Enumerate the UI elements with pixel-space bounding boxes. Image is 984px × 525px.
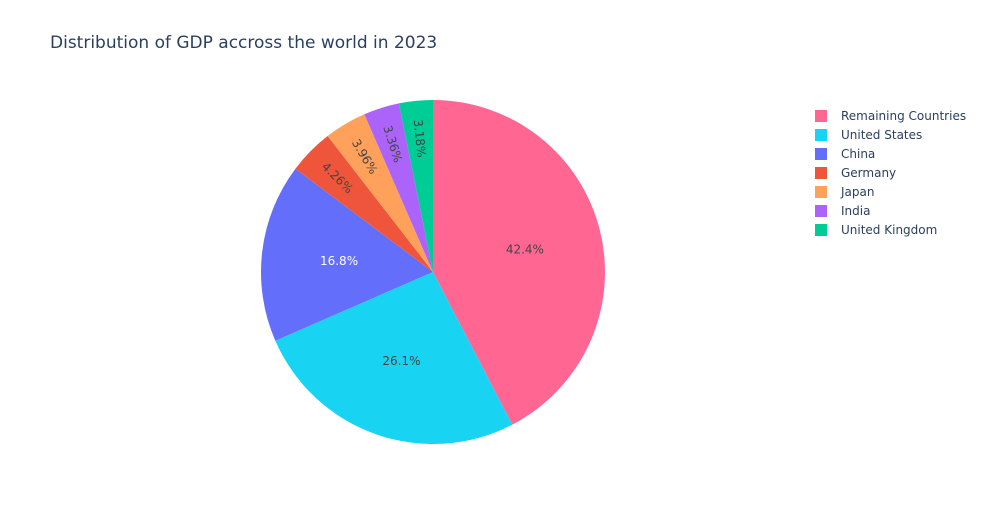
pie-slice-china[interactable] — [261, 168, 433, 341]
legend-swatch — [815, 204, 827, 217]
pie-slice-india[interactable] — [364, 103, 433, 272]
legend-item-united-states[interactable]: United States — [815, 125, 966, 144]
legend-swatch — [815, 185, 827, 198]
data-label-china: 16.8% — [320, 254, 358, 268]
legend-swatch — [815, 223, 827, 236]
legend-swatch — [815, 147, 827, 160]
pie-slice-remaining-countries[interactable] — [433, 100, 606, 425]
legend: Remaining Countries United States China Ger… — [815, 106, 966, 239]
data-label-united-states: 26.1% — [382, 354, 420, 368]
legend-label: United Kingdom — [841, 222, 938, 237]
pie-slice-japan[interactable] — [327, 114, 433, 273]
chart-title: Distribution of GDP accross the world in… — [50, 33, 438, 53]
legend-swatch — [815, 166, 827, 179]
legend-item-india[interactable]: India — [815, 201, 966, 220]
data-label-united-kingdom: 3.18% — [411, 119, 429, 158]
data-label-remaining-countries: 42.4% — [506, 243, 544, 257]
legend-label: Germany — [841, 165, 897, 180]
legend-item-remaining-countries[interactable]: Remaining Countries — [815, 106, 966, 125]
legend-item-united-kingdom[interactable]: United Kingdom — [815, 220, 966, 239]
legend-label: United States — [841, 127, 923, 142]
pie-slice-united-kingdom[interactable] — [398, 100, 433, 272]
legend-label: Remaining Countries — [841, 108, 967, 123]
pie-slice-united-states[interactable] — [275, 272, 513, 444]
legend-label: China — [841, 146, 876, 161]
legend-label: India — [841, 203, 871, 218]
pie-slice-germany[interactable] — [295, 136, 433, 272]
legend-label: Japan — [841, 184, 875, 199]
legend-swatch — [815, 109, 827, 122]
pie-slices — [261, 100, 606, 444]
legend-item-germany[interactable]: Germany — [815, 163, 966, 182]
legend-swatch — [815, 128, 827, 141]
legend-item-china[interactable]: China — [815, 144, 966, 163]
legend-item-japan[interactable]: Japan — [815, 182, 966, 201]
